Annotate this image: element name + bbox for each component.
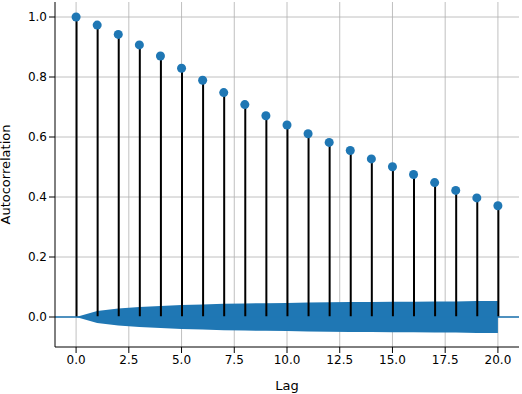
svg-text:0.6: 0.6	[28, 130, 47, 144]
svg-text:2.5: 2.5	[119, 353, 138, 367]
svg-text:15.0: 15.0	[379, 353, 406, 367]
svg-text:Lag: Lag	[275, 378, 298, 393]
svg-text:0.8: 0.8	[28, 70, 47, 84]
svg-text:10.0: 10.0	[274, 353, 301, 367]
svg-text:0.0: 0.0	[28, 310, 47, 324]
svg-text:0.0: 0.0	[67, 353, 86, 367]
svg-text:12.5: 12.5	[326, 353, 353, 367]
svg-text:0.4: 0.4	[28, 190, 47, 204]
svg-text:17.5: 17.5	[432, 353, 459, 367]
svg-text:7.5: 7.5	[225, 353, 244, 367]
svg-text:0.2: 0.2	[28, 250, 47, 264]
svg-text:5.0: 5.0	[172, 353, 191, 367]
svg-text:20.0: 20.0	[485, 353, 512, 367]
svg-text:1.0: 1.0	[28, 10, 47, 24]
svg-text:Autocorrelation: Autocorrelation	[8, 125, 13, 225]
